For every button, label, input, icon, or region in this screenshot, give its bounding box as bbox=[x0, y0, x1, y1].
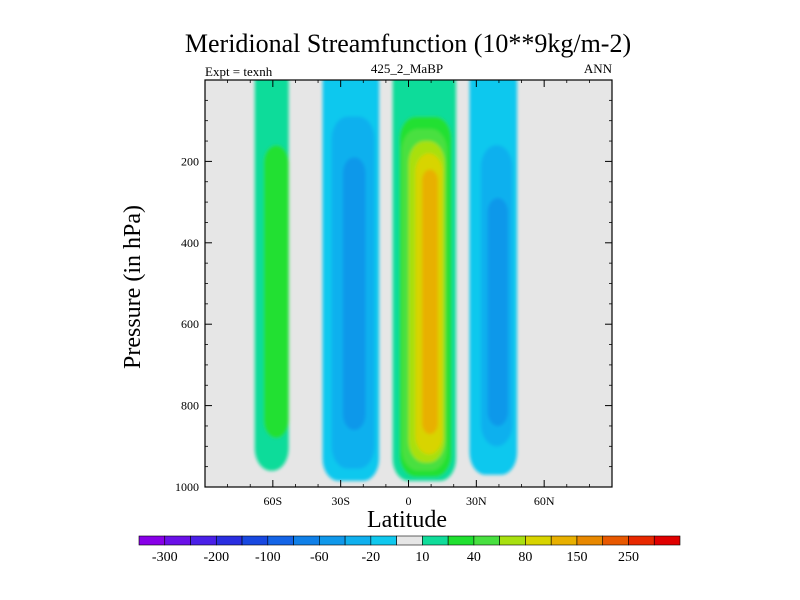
colorbar-swatch bbox=[499, 535, 526, 546]
colorbar-label: -20 bbox=[362, 550, 381, 565]
x-tick-label: 0 bbox=[406, 494, 412, 508]
y-tick-label: 400 bbox=[181, 236, 199, 250]
colorbar-label: -300 bbox=[152, 550, 178, 565]
colorbar-swatch bbox=[293, 535, 320, 546]
plot-area: 60S 30S 0 30N 60N 200 400 600 800 1000 bbox=[175, 79, 613, 508]
x-tick-label: 60N bbox=[534, 494, 555, 508]
y-tick-label: 1000 bbox=[175, 480, 199, 494]
colorbar-swatch bbox=[602, 535, 629, 546]
colorbar-swatch bbox=[473, 535, 500, 546]
colorbar-swatch bbox=[241, 535, 269, 546]
colorbar-swatch bbox=[422, 535, 449, 546]
x-tick-label: 30S bbox=[331, 494, 350, 508]
y-tick-label: 600 bbox=[181, 317, 199, 331]
colorbar-label: -100 bbox=[255, 550, 281, 565]
colorbar-label: -60 bbox=[310, 550, 329, 565]
colorbar-swatch bbox=[267, 535, 294, 546]
colorbar-label: 250 bbox=[618, 550, 639, 565]
season-annotation: ANN bbox=[584, 61, 613, 76]
y-tick-label: 800 bbox=[181, 399, 199, 413]
y-axis-label: Pressure (in hPa) bbox=[120, 205, 146, 369]
x-axis-label: Latitude bbox=[367, 507, 447, 533]
colorbar: -300 -200 -100 -60 -20 10 40 80 150 250 bbox=[138, 535, 681, 565]
colorbar-swatch bbox=[215, 535, 243, 546]
colorbar-swatch bbox=[138, 535, 166, 546]
colorbar-swatch bbox=[344, 535, 372, 546]
colorbar-swatch bbox=[447, 535, 475, 546]
colorbar-swatch bbox=[576, 535, 604, 546]
x-tick-label: 30N bbox=[466, 494, 487, 508]
experiment-annotation: Expt = texnh bbox=[205, 64, 273, 79]
colorbar-swatch bbox=[550, 535, 578, 546]
case-annotation: 425_2_MaBP bbox=[371, 61, 443, 76]
contour-sh-subpolar-core bbox=[263, 145, 289, 439]
colorbar-swatch bbox=[628, 535, 655, 546]
contour-sh-ferrel-core bbox=[342, 157, 366, 431]
colorbar-swatch bbox=[396, 535, 423, 546]
colorbar-swatch bbox=[370, 535, 397, 546]
contour-nh-ferrel-inner bbox=[487, 198, 508, 426]
colorbar-label: 40 bbox=[467, 550, 481, 565]
x-tick-label: 60S bbox=[263, 494, 282, 508]
contour-fills bbox=[254, 80, 518, 481]
y-axis-ticks: 200 400 600 800 1000 bbox=[175, 99, 612, 494]
colorbar-label: -200 bbox=[203, 550, 229, 565]
colorbar-label: 80 bbox=[518, 550, 532, 565]
contour-hadley-core bbox=[422, 169, 438, 435]
colorbar-swatch bbox=[319, 535, 346, 546]
colorbar-swatch bbox=[653, 535, 681, 546]
x-axis-ticks: 60S 30S 0 30N 60N bbox=[227, 80, 590, 508]
colorbar-swatch bbox=[190, 535, 217, 546]
colorbar-label: 10 bbox=[415, 550, 429, 565]
y-tick-label: 200 bbox=[181, 154, 199, 168]
colorbar-swatch bbox=[525, 535, 552, 546]
colorbar-swatch bbox=[164, 535, 191, 546]
colorbar-label: 150 bbox=[566, 550, 587, 565]
chart-title: Meridional Streamfunction (10**9kg/m-2) bbox=[185, 29, 631, 58]
